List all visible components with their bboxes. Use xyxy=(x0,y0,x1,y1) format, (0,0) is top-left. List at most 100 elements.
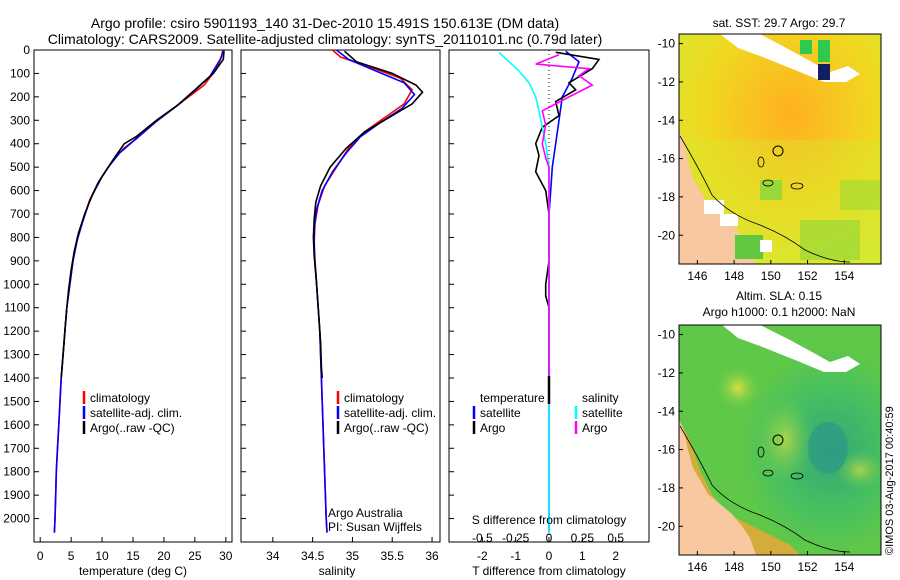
y-tick-label: 500 xyxy=(10,160,30,174)
y-tick-label: 1800 xyxy=(3,465,30,479)
legend-title-temperature: temperature xyxy=(480,391,545,405)
salinity-xlabel: salinity xyxy=(319,564,356,578)
s-tick-label: -0.5 xyxy=(472,531,493,545)
legend-label-s-satellite: satellite xyxy=(582,406,623,420)
map-y-tick-label: -16 xyxy=(658,443,676,457)
y-tick-label: 300 xyxy=(10,113,30,127)
sla-reef xyxy=(762,469,774,477)
sst-green-patch xyxy=(800,220,860,260)
map-x-tick-label: 152 xyxy=(798,269,818,283)
x-tick-label: 0 xyxy=(546,549,553,563)
s-tick-label: 0.5 xyxy=(607,531,624,545)
sst-dark-patch xyxy=(818,64,830,80)
x-tick-label: 15 xyxy=(126,549,140,563)
difference-xlabel-s: S difference from climatology xyxy=(472,513,627,527)
sla-map xyxy=(678,324,885,556)
sst-map-title: sat. SST: 29.7 Argo: 29.7 xyxy=(713,16,846,30)
difference-legend: temperature satellite Argo salinity sate… xyxy=(472,376,623,435)
series-t-satellite xyxy=(548,50,580,533)
y-tick-label: 100 xyxy=(10,66,30,80)
x-tick-label: 34.5 xyxy=(301,549,325,563)
series-climatology xyxy=(313,49,414,533)
s-tick-label: 0.25 xyxy=(571,531,595,545)
x-tick-label: 20 xyxy=(157,549,171,563)
map-y-tick-label: -18 xyxy=(658,190,676,204)
temperature-legend: climatology satellite-adj. clim. Argo(..… xyxy=(82,391,182,435)
x-tick-label: 0 xyxy=(37,549,44,563)
sla-reef xyxy=(757,446,765,458)
s-tick-label: -0.25 xyxy=(502,531,530,545)
y-tick-label: 800 xyxy=(10,230,30,244)
legend-label-s-argo: Argo xyxy=(582,421,608,435)
y-tick-label: 200 xyxy=(10,90,30,104)
map-x-tick-label: 152 xyxy=(798,560,818,574)
legend-label-t-argo: Argo xyxy=(480,421,506,435)
sla-map-frame xyxy=(678,324,882,556)
sla-land-australia xyxy=(679,420,756,555)
y-tick-label: 1500 xyxy=(3,394,30,408)
sst-missing xyxy=(704,200,724,214)
sla-yellow-patch xyxy=(835,450,885,490)
y-tick-label: 600 xyxy=(10,184,30,198)
x-tick-label: 25 xyxy=(188,549,202,563)
y-tick-label: 2000 xyxy=(3,512,30,526)
map-x-tick-label: 154 xyxy=(834,560,854,574)
map-x-tick-label: 146 xyxy=(687,269,707,283)
map-x-tick-label: 148 xyxy=(724,269,744,283)
y-tick-label: 400 xyxy=(10,137,30,151)
map-y-tick-label: -12 xyxy=(658,75,676,89)
series-t-argo xyxy=(534,51,601,378)
x-tick-label: 35 xyxy=(346,549,360,563)
series-argo-raw-qc- xyxy=(60,51,225,379)
sst-land-australia xyxy=(679,130,756,264)
sla-contour xyxy=(679,425,851,553)
sst-green-patch xyxy=(800,40,812,54)
temperature-axes xyxy=(33,49,233,543)
temperature-xlabel: temperature (deg C) xyxy=(79,564,187,578)
sst-map-frame xyxy=(678,33,882,265)
map-y-tick-label: -14 xyxy=(658,404,676,418)
map-y-tick-label: -12 xyxy=(658,366,676,380)
map-y-tick-label: -18 xyxy=(658,481,676,495)
map-x-tick-label: 150 xyxy=(761,560,781,574)
chart-title-line2: Climatology: CARS2009. Satellite-adjuste… xyxy=(47,31,603,47)
map-y-tick-label: -20 xyxy=(658,228,676,242)
legend-title-salinity: salinity xyxy=(582,391,619,405)
map-y-tick-label: -10 xyxy=(658,37,676,51)
map-y-tick-label: -16 xyxy=(658,152,676,166)
series-s-satellite xyxy=(498,51,550,533)
series-satellite-adj-clim- xyxy=(313,49,416,533)
map-y-tick-label: -10 xyxy=(658,328,676,342)
x-tick-label: 34 xyxy=(266,549,280,563)
y-tick-label: 1300 xyxy=(3,348,30,362)
legend-label-climatology: climatology xyxy=(90,391,150,405)
x-tick-label: -2 xyxy=(477,549,488,563)
depth-axis: 0 100 200 300 400 500 600 700 800 900 1000 1100 1200… xyxy=(3,43,454,526)
y-tick-label: 1200 xyxy=(3,324,30,338)
y-tick-label: 0 xyxy=(23,43,30,57)
map-y-tick-label: -14 xyxy=(658,113,676,127)
map-x-tick-label: 150 xyxy=(761,269,781,283)
sst-missing xyxy=(760,240,772,252)
x-tick-label: 10 xyxy=(95,549,109,563)
x-tick-label: 36 xyxy=(425,549,439,563)
sla-reef xyxy=(790,472,804,480)
x-tick-label: 2 xyxy=(612,549,619,563)
sst-map xyxy=(678,33,882,265)
y-tick-label: 1600 xyxy=(3,418,30,432)
map-x-tick-label: 154 xyxy=(834,269,854,283)
sst-green-patch xyxy=(840,180,880,210)
credit-line2: PI: Susan Wijffels xyxy=(328,520,422,534)
difference-xlabel-t: T difference from climatology xyxy=(472,564,626,578)
y-tick-label: 1000 xyxy=(3,277,30,291)
sst-reef xyxy=(757,156,765,168)
sla-map-subtitle: Argo h1000: 0.1 h2000: NaN xyxy=(703,305,856,319)
legend-label-argo: Argo(..raw -QC) xyxy=(90,421,175,435)
y-tick-label: 1700 xyxy=(3,441,30,455)
y-tick-label: 1100 xyxy=(4,301,30,315)
y-tick-label: 700 xyxy=(10,207,30,221)
sla-yellow-patch xyxy=(716,366,760,410)
salinity-legend: climatology satellite-adj. clim. Argo(..… xyxy=(336,391,436,435)
series-satellite-adj-clim- xyxy=(53,49,225,533)
sla-argo-marker xyxy=(772,434,784,446)
